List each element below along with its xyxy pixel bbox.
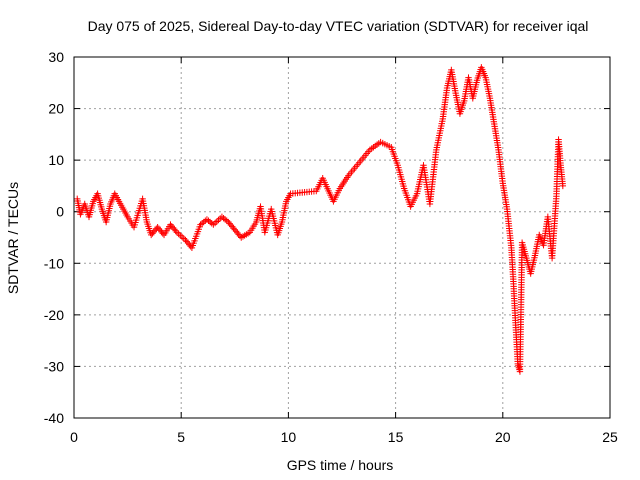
data-point [175, 230, 182, 238]
data-point [559, 182, 567, 190]
data-point [172, 227, 179, 234]
x-axis-label: GPS time / hours [287, 457, 394, 473]
y-tick-label: -20 [44, 307, 64, 323]
y-tick-label: -30 [44, 358, 64, 374]
data-point [206, 218, 214, 226]
grid [74, 57, 610, 418]
data-points [74, 64, 567, 375]
data-point [180, 235, 187, 242]
y-axis-label: SDTVAR / TECUs [5, 182, 21, 294]
chart-title: Day 075 of 2025, Sidereal Day-to-day VTE… [88, 18, 589, 34]
data-point [223, 217, 230, 224]
plot-border [73, 56, 611, 419]
y-tick-label: 20 [48, 101, 64, 117]
data-point [236, 232, 244, 240]
y-tick-label: -40 [44, 410, 64, 426]
data-point [178, 233, 186, 241]
x-tick-label: 0 [70, 429, 78, 445]
y-tick-label: 30 [48, 49, 64, 65]
data-point [218, 213, 226, 221]
x-tick-label: 15 [388, 429, 404, 445]
x-tick-label: 20 [495, 429, 511, 445]
data-point [211, 219, 219, 227]
x-tick-label: 5 [177, 429, 185, 445]
data-point [205, 217, 212, 224]
x-tick-label: 10 [281, 429, 297, 445]
y-tick-label: 0 [56, 204, 64, 220]
y-tick-label: -10 [44, 255, 64, 271]
data-point [177, 232, 184, 239]
data-point [197, 221, 204, 228]
data-point [221, 216, 229, 223]
y-tick-label: 10 [48, 152, 64, 168]
data-point [198, 220, 206, 227]
data-point [220, 214, 227, 222]
data-point [200, 218, 207, 226]
x-tick-label: 25 [602, 429, 618, 445]
data-point [203, 216, 211, 223]
